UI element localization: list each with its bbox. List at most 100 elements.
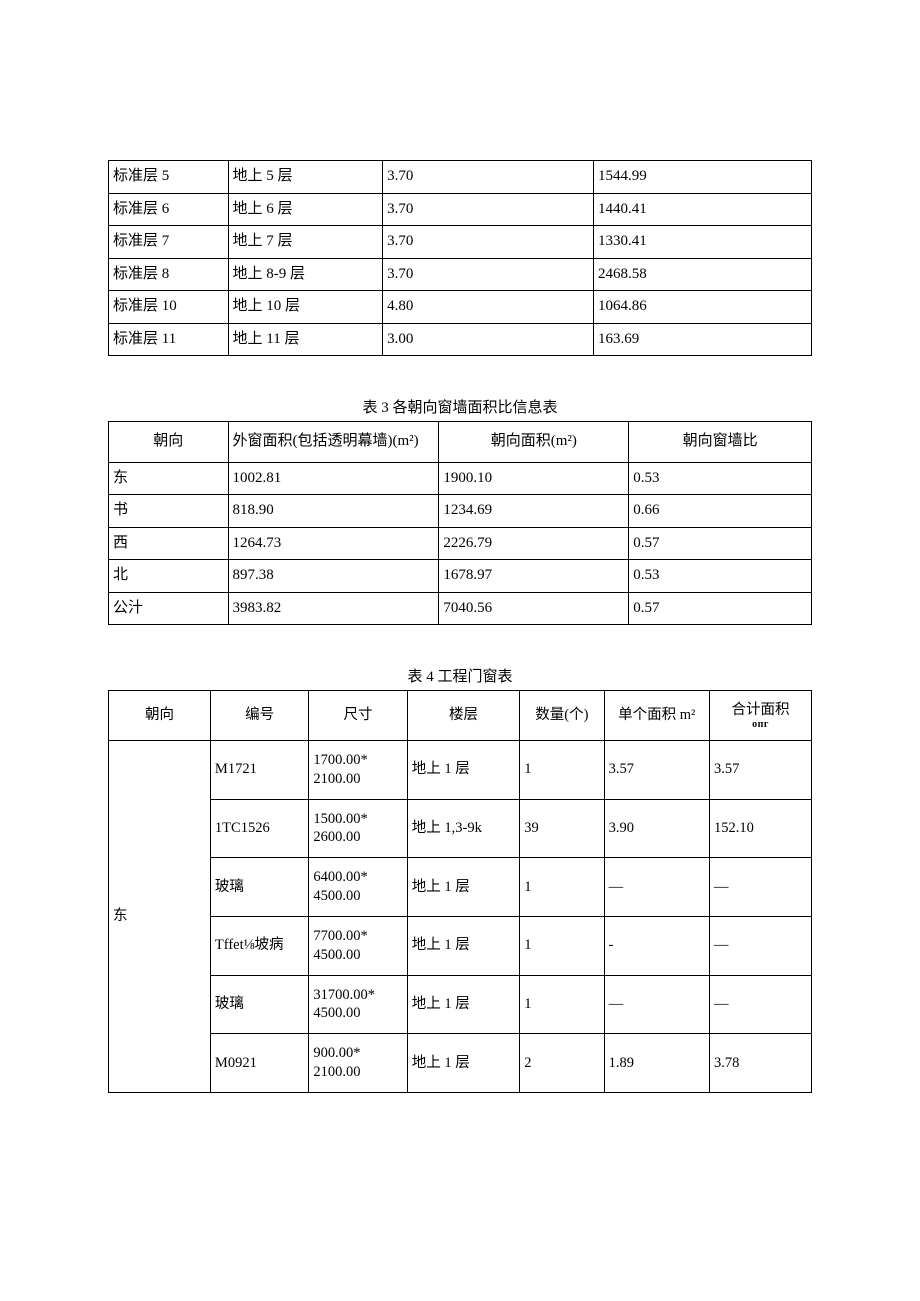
table-cell: 书 bbox=[109, 495, 229, 528]
table-cell: 2 bbox=[520, 1034, 604, 1093]
table-cell: 1700.00* 2100.00 bbox=[309, 740, 407, 799]
table-row: 标准层 8地上 8-9 层3.702468.58 bbox=[109, 258, 812, 291]
table-cell: 3.57 bbox=[710, 740, 812, 799]
table-cell: — bbox=[604, 975, 709, 1034]
table-cell: 玻璃 bbox=[210, 858, 308, 917]
table-cell: 北 bbox=[109, 560, 229, 593]
table-cell: 39 bbox=[520, 799, 604, 858]
window-wall-ratio-section: 表 3 各朝向窗墙面积比信息表 朝向 外窗面积(包括透明幕墙)(m²) 朝向面积… bbox=[108, 396, 812, 625]
table-cell: 3.00 bbox=[383, 323, 594, 356]
col-orientation: 朝向 bbox=[109, 691, 211, 741]
table-row: 标准层 10地上 10 层4.801064.86 bbox=[109, 291, 812, 324]
table-row: 玻璃6400.00* 4500.00地上 1 层1—— bbox=[109, 858, 812, 917]
table-cell: 公汁 bbox=[109, 592, 229, 625]
col-ratio: 朝向窗墙比 bbox=[629, 422, 812, 463]
col-window-area: 外窗面积(包括透明幕墙)(m²) bbox=[228, 422, 439, 463]
table-cell: 东 bbox=[109, 462, 229, 495]
table-cell: 3.70 bbox=[383, 226, 594, 259]
table-1: 标准层 5地上 5 层3.701544.99标准层 6地上 6 层3.70144… bbox=[108, 160, 812, 356]
table-cell: — bbox=[710, 975, 812, 1034]
table-cell: 地上 1 层 bbox=[407, 916, 519, 975]
table-cell: 3.90 bbox=[604, 799, 709, 858]
table-cell: — bbox=[710, 858, 812, 917]
table-cell: 地上 1 层 bbox=[407, 740, 519, 799]
table-cell: M0921 bbox=[210, 1034, 308, 1093]
table-cell: 6400.00* 4500.00 bbox=[309, 858, 407, 917]
table-cell: Tffet⅛坡病 bbox=[210, 916, 308, 975]
table-cell: 897.38 bbox=[228, 560, 439, 593]
table-cell: 163.69 bbox=[594, 323, 812, 356]
col-unit-area: 单个面积 m² bbox=[604, 691, 709, 741]
table-cell: 7700.00* 4500.00 bbox=[309, 916, 407, 975]
table-cell: M1721 bbox=[210, 740, 308, 799]
table-row: 标准层 11地上 11 层3.00163.69 bbox=[109, 323, 812, 356]
table-cell: - bbox=[604, 916, 709, 975]
col-number: 编号 bbox=[210, 691, 308, 741]
table-cell: 1002.81 bbox=[228, 462, 439, 495]
table-cell: 地上 10 层 bbox=[228, 291, 383, 324]
table-cell: 0.57 bbox=[629, 527, 812, 560]
table-row: 1TC15261500.00* 2600.00地上 1,3-9k393.9015… bbox=[109, 799, 812, 858]
table-3-title: 表 4 工程门窗表 bbox=[108, 665, 812, 686]
table-cell: 地上 8-9 层 bbox=[228, 258, 383, 291]
col-floor: 楼层 bbox=[407, 691, 519, 741]
table-cell: 1 bbox=[520, 858, 604, 917]
table-cell: 1330.41 bbox=[594, 226, 812, 259]
table-cell: 0.53 bbox=[629, 560, 812, 593]
col-orientation: 朝向 bbox=[109, 422, 229, 463]
table-cell: — bbox=[604, 858, 709, 917]
table-row: 标准层 6地上 6 层3.701440.41 bbox=[109, 193, 812, 226]
floor-info-table: 标准层 5地上 5 层3.701544.99标准层 6地上 6 层3.70144… bbox=[108, 160, 812, 356]
table-cell: 3.70 bbox=[383, 258, 594, 291]
table-cell: 0.57 bbox=[629, 592, 812, 625]
table-2: 朝向 外窗面积(包括透明幕墙)(m²) 朝向面积(m²) 朝向窗墙比 东1002… bbox=[108, 421, 812, 625]
table-row: 标准层 7地上 7 层3.701330.41 bbox=[109, 226, 812, 259]
orientation-group-cell: 东 bbox=[109, 740, 211, 1092]
table-cell: 3.57 bbox=[604, 740, 709, 799]
col-size: 尺寸 bbox=[309, 691, 407, 741]
table-3-header-row: 朝向 编号 尺寸 楼层 数量(个) 单个面积 m² 合计面积 опг bbox=[109, 691, 812, 741]
table-cell: 标准层 5 bbox=[109, 161, 229, 194]
col-facade-area: 朝向面积(m²) bbox=[439, 422, 629, 463]
table-cell: 地上 1 层 bbox=[407, 1034, 519, 1093]
table-cell: 1544.99 bbox=[594, 161, 812, 194]
table-cell: 标准层 11 bbox=[109, 323, 229, 356]
table-cell: 西 bbox=[109, 527, 229, 560]
col-total-area-sub: опг bbox=[714, 720, 807, 730]
table-2-title: 表 3 各朝向窗墙面积比信息表 bbox=[108, 396, 812, 417]
doors-windows-section: 表 4 工程门窗表 朝向 编号 尺寸 楼层 数量(个) 单个面积 m² 合计面积… bbox=[108, 665, 812, 1093]
table-cell: 1234.69 bbox=[439, 495, 629, 528]
table-cell: 1 bbox=[520, 740, 604, 799]
table-cell: 1064.86 bbox=[594, 291, 812, 324]
col-qty: 数量(个) bbox=[520, 691, 604, 741]
table-cell: 地上 1 层 bbox=[407, 858, 519, 917]
table-row: 东M17211700.00* 2100.00地上 1 层13.573.57 bbox=[109, 740, 812, 799]
table-cell: 4.80 bbox=[383, 291, 594, 324]
table-cell: — bbox=[710, 916, 812, 975]
table-cell: 1500.00* 2600.00 bbox=[309, 799, 407, 858]
table-cell: 地上 1,3-9k bbox=[407, 799, 519, 858]
table-cell: 1678.97 bbox=[439, 560, 629, 593]
table-row: 玻璃31700.00* 4500.00地上 1 层1—— bbox=[109, 975, 812, 1034]
table-cell: 7040.56 bbox=[439, 592, 629, 625]
table-cell: 1264.73 bbox=[228, 527, 439, 560]
table-cell: 3983.82 bbox=[228, 592, 439, 625]
table-cell: 地上 6 层 bbox=[228, 193, 383, 226]
table-cell: 3.70 bbox=[383, 193, 594, 226]
table-cell: 1900.10 bbox=[439, 462, 629, 495]
table-row: 北897.381678.970.53 bbox=[109, 560, 812, 593]
table-cell: 3.78 bbox=[710, 1034, 812, 1093]
table-cell: 2226.79 bbox=[439, 527, 629, 560]
table-cell: 地上 5 层 bbox=[228, 161, 383, 194]
table-row: 公汁3983.827040.560.57 bbox=[109, 592, 812, 625]
table-row: 标准层 5地上 5 层3.701544.99 bbox=[109, 161, 812, 194]
table-cell: 地上 7 层 bbox=[228, 226, 383, 259]
table-cell: 2468.58 bbox=[594, 258, 812, 291]
table-2-header-row: 朝向 外窗面积(包括透明幕墙)(m²) 朝向面积(m²) 朝向窗墙比 bbox=[109, 422, 812, 463]
table-row: 东1002.811900.100.53 bbox=[109, 462, 812, 495]
table-cell: 玻璃 bbox=[210, 975, 308, 1034]
table-row: Tffet⅛坡病7700.00* 4500.00地上 1 层1-— bbox=[109, 916, 812, 975]
table-cell: 1 bbox=[520, 916, 604, 975]
table-cell: 31700.00* 4500.00 bbox=[309, 975, 407, 1034]
table-cell: 标准层 10 bbox=[109, 291, 229, 324]
